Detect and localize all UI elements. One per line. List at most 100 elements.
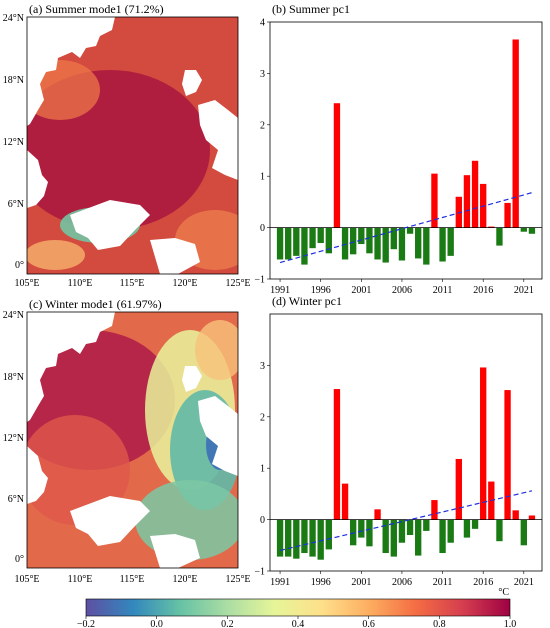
panel-b-bar-chart: (b) Summer pc1 −1 0 1 2 3 4 1991 1996 2001 2006 20…	[254, 2, 543, 296]
x-tick-label: 1991	[270, 285, 290, 296]
svg-text:12°N: 12°N	[3, 433, 24, 444]
y-tick-label: 0	[260, 223, 265, 234]
land-taiwan	[182, 366, 202, 392]
bar-1991	[276, 519, 284, 557]
svg-text:12°N: 12°N	[3, 137, 24, 148]
bar-2010	[431, 500, 438, 520]
svg-text:105°E: 105°E	[14, 278, 39, 289]
colorbar-unit: °C	[498, 587, 509, 598]
svg-text:120°E: 120°E	[172, 574, 197, 585]
bar-2001	[358, 519, 365, 538]
bar-2019	[504, 390, 511, 520]
bar-2022	[528, 227, 536, 234]
trend-line	[279, 192, 533, 264]
bar-2005	[390, 519, 397, 557]
colorbar-gradient	[85, 598, 511, 617]
bar-2018	[496, 227, 503, 246]
bar-1993	[293, 519, 300, 559]
colorbar-tick-label: 0.8	[433, 619, 446, 628]
y-tick-label: −1	[254, 567, 265, 578]
svg-text:18°N: 18°N	[3, 75, 24, 86]
bar-2014	[463, 519, 471, 538]
panel-a-lat-ticks: 24°N 18°N 12°N 6°N 0°	[3, 13, 24, 271]
svg-text:0°: 0°	[15, 260, 24, 271]
svg-text:6°N: 6°N	[8, 494, 24, 505]
y-tick-label: 1	[260, 464, 265, 475]
land-gulf-thailand	[70, 200, 150, 250]
trend-line	[279, 490, 533, 552]
land-china-coast	[27, 17, 115, 126]
bar-2000	[350, 227, 357, 255]
bar-1996	[317, 227, 324, 244]
svg-text:115°E: 115°E	[120, 278, 145, 289]
land-gulf-thailand	[70, 496, 150, 546]
y-tick-label: 2	[260, 120, 265, 131]
bar-2006	[398, 519, 406, 543]
x-tick-label: 2016	[473, 577, 493, 588]
panel-a-map: (a) Summer mode1 (71.2%) 105°E 110°E 115…	[3, 2, 251, 289]
panel-b-frame	[269, 21, 543, 280]
svg-text:110°E: 110°E	[68, 574, 93, 585]
y-tick-label: 2	[260, 412, 265, 423]
svg-text:105°E: 105°E	[14, 574, 39, 585]
colorbar: °C −0.2 0.0 0.2 0.4 0.6 0.8 1.0	[77, 587, 516, 628]
bar-1995	[309, 227, 316, 249]
bar-2020	[512, 510, 519, 520]
bar-2021	[520, 519, 527, 546]
bar-2007	[406, 227, 414, 234]
x-tick-label: 1996	[311, 285, 331, 296]
bar-2013	[455, 196, 462, 228]
bar-2000	[350, 519, 357, 546]
bar-2015	[471, 160, 479, 228]
colorbar-tick-label: −0.2	[77, 619, 95, 628]
svg-text:125°E: 125°E	[225, 574, 250, 585]
svg-text:120°E: 120°E	[172, 278, 197, 289]
bar-2006	[398, 227, 406, 261]
bar-2009	[423, 519, 430, 531]
bar-2011	[439, 519, 446, 554]
panel-d-bar-chart: (d) Winter pc1 −1 0 1 2 3 1991 1996 2001 2006 201…	[254, 294, 543, 588]
land-indochina	[27, 150, 48, 208]
panel-d-ticks: −1 0 1 2 3 1991 1996 2001 2006 2011 2016 2021	[254, 361, 533, 588]
bar-2002	[366, 519, 373, 547]
bar-1992	[285, 519, 292, 557]
bar-2014	[463, 175, 471, 228]
bar-2022	[528, 515, 536, 520]
bar-1999	[341, 483, 349, 520]
bar-2008	[415, 227, 422, 259]
bar-1997	[325, 519, 332, 550]
land-philippines	[198, 396, 238, 476]
x-tick-label: 1991	[270, 577, 290, 588]
colorbar-tick-label: 0.4	[292, 619, 305, 628]
colorbar-ticks: −0.2 0.0 0.2 0.4 0.6 0.8 1.0	[77, 616, 516, 628]
bar-1994	[301, 227, 308, 265]
y-tick-label: 3	[260, 361, 265, 372]
svg-text:115°E: 115°E	[120, 574, 145, 585]
bar-1998	[333, 103, 341, 228]
bar-2007	[406, 519, 414, 536]
y-tick-label: 0	[260, 515, 265, 526]
bar-1995	[309, 519, 316, 557]
panel-a-title: (a) Summer mode1 (71.2%)	[29, 2, 164, 16]
bar-2005	[390, 227, 397, 250]
x-tick-label: 2006	[392, 577, 412, 588]
x-tick-label: 2016	[473, 285, 493, 296]
panel-d-bars	[270, 367, 542, 560]
bar-2013	[455, 458, 462, 520]
panel-c-lon-ticks: 105°E 110°E 115°E 120°E 125°E	[14, 574, 250, 585]
x-tick-label: 2006	[392, 285, 412, 296]
bar-1998	[333, 389, 341, 520]
bar-1992	[285, 227, 292, 260]
colorbar-tick-label: 0.6	[362, 619, 375, 628]
svg-text:18°N: 18°N	[3, 372, 24, 383]
colorbar-tick-label: 0.0	[150, 619, 163, 628]
bar-1996	[317, 519, 324, 560]
panel-b-title: (b) Summer pc1	[272, 2, 350, 16]
bar-2003	[374, 509, 381, 520]
bar-2010	[431, 173, 438, 228]
bar-2016	[480, 367, 487, 520]
x-tick-label: 2011	[433, 577, 453, 588]
bar-1993	[293, 227, 300, 256]
bar-2002	[366, 227, 373, 254]
